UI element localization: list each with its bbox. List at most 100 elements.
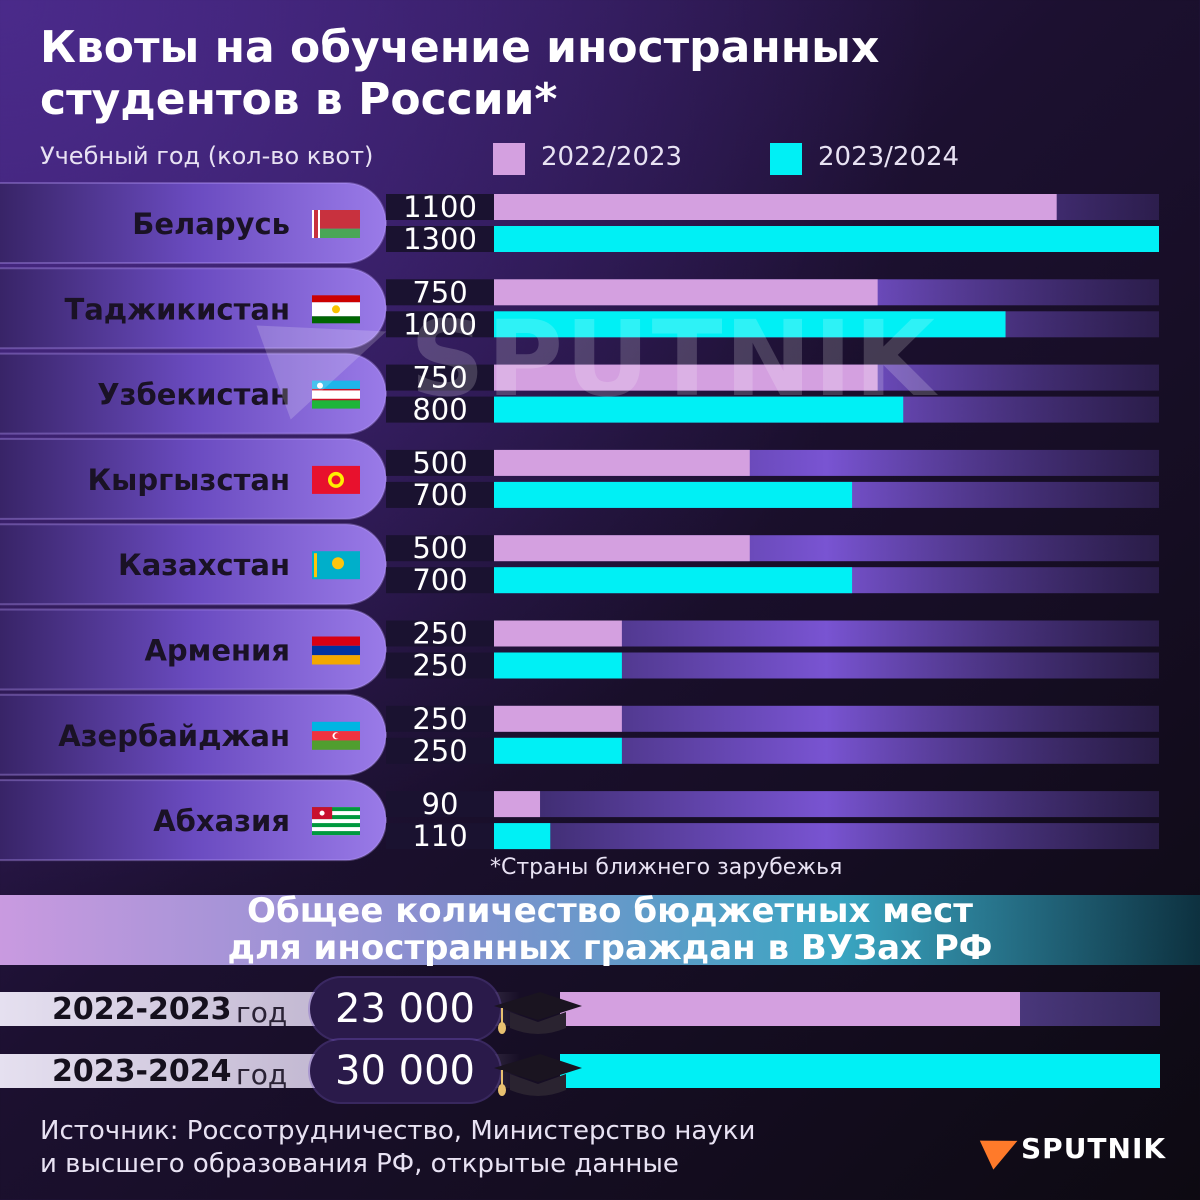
data-label: 700 <box>412 478 467 512</box>
value-label-backdrop <box>386 226 496 252</box>
total-year-label: 2023-2024 <box>52 1054 232 1089</box>
value-label-backdrop <box>386 194 496 220</box>
flag-part <box>312 740 360 750</box>
value-label-backdrop <box>386 567 496 594</box>
flag-part <box>312 398 360 401</box>
graduation-cap-icon <box>494 992 582 1034</box>
bar-2022-2023-3 <box>494 364 878 391</box>
legend-swatch-2023 <box>770 143 802 175</box>
source-note: Источник: Россотрудничество, Министерств… <box>40 1115 755 1181</box>
flag-part <box>312 831 360 836</box>
flag-part <box>312 823 360 828</box>
bar-2023-2024-5 <box>494 567 853 594</box>
bar-2022-2023-8 <box>494 791 541 818</box>
flag-part <box>312 316 360 324</box>
source-line-1: Источник: Россотрудничество, Министерств… <box>40 1116 756 1146</box>
bar-track <box>494 791 1159 818</box>
data-label: 110 <box>412 819 467 853</box>
flag-part <box>317 382 323 389</box>
data-label: 1000 <box>403 307 477 341</box>
bar-2023-2024-4 <box>494 481 853 508</box>
total-row-2022-2023: 2022-2023 год 23 000 <box>0 978 1200 1040</box>
flag-part <box>312 210 360 229</box>
armenia-flag-icon <box>312 636 360 665</box>
flag-part <box>312 295 360 303</box>
azerbaijan-flag-icon <box>312 721 360 750</box>
country-pill <box>0 608 387 691</box>
bar-2023-2024-1 <box>494 226 1159 252</box>
data-label: 750 <box>412 275 467 309</box>
country-label: Кыргызстан <box>87 463 290 497</box>
footnote: *Страны ближнего зарубежья <box>490 855 843 880</box>
country-label: Азербайджан <box>58 719 290 753</box>
total-year-label: 2022-2023 <box>52 992 232 1027</box>
bar-2022-2023-6 <box>494 620 622 647</box>
flag-part <box>331 475 341 485</box>
country-label: Абхазия <box>153 804 290 838</box>
bar-2022-2023-7 <box>494 705 622 732</box>
country-pill <box>0 693 387 776</box>
graduation-cap-icon <box>494 1054 582 1096</box>
flag-part <box>312 388 360 391</box>
legend-label-2023: 2023/2024 <box>818 142 960 172</box>
flag-part <box>312 815 360 820</box>
kazakhstan-flag-icon <box>312 551 360 580</box>
bar-2023-2024-8 <box>494 823 551 850</box>
total-bar-2022-2023 <box>560 992 1020 1026</box>
bar-2022-2023-1 <box>494 194 1057 220</box>
source-line-2: и высшего образования РФ, открытые данны… <box>40 1149 679 1179</box>
country-label: Беларусь <box>132 207 290 241</box>
country-pill <box>0 352 387 435</box>
flag-part <box>312 380 360 390</box>
uzbekistan-flag-icon <box>312 380 360 409</box>
country-pill <box>0 267 387 350</box>
total-year-suffix: год <box>236 1058 288 1091</box>
legend-label-2022: 2022/2023 <box>541 142 683 172</box>
flag-part <box>312 807 360 812</box>
data-label: 1300 <box>403 222 477 256</box>
data-label: 500 <box>412 531 467 565</box>
value-label-backdrop <box>386 449 496 476</box>
flag-part <box>312 228 360 238</box>
flag-part <box>332 305 340 314</box>
flag-part <box>312 636 360 646</box>
chart-title-line-1: Квоты на обучение иностранных <box>40 22 880 73</box>
sputnik-logo-arrow-icon <box>979 1126 1025 1170</box>
flag-part <box>332 557 344 570</box>
flag-part <box>312 389 360 400</box>
totals-title-band <box>0 895 1200 965</box>
data-label: 250 <box>412 702 467 736</box>
country-label: Армения <box>144 634 290 668</box>
totals-title-line-2: для иностранных граждан в ВУЗах РФ <box>227 928 993 968</box>
bar-2023-2024-3 <box>494 396 904 423</box>
bar-2023-2024-7 <box>494 737 622 764</box>
value-label-backdrop <box>386 705 496 732</box>
value-label-backdrop <box>386 481 496 508</box>
data-label: 90 <box>422 787 459 821</box>
data-label: 750 <box>412 361 467 395</box>
flag-part <box>312 645 360 656</box>
sputnik-logo: SPUTNIK <box>979 1126 1175 1170</box>
sputnik-logo-text: SPUTNIK <box>1021 1132 1167 1165</box>
data-label: 500 <box>412 446 467 480</box>
totals-title: Общее количество бюджетных мест для инос… <box>0 893 1200 967</box>
value-label-backdrop <box>386 791 496 818</box>
country-pill <box>0 182 387 264</box>
legend-swatch-2022 <box>493 143 525 175</box>
value-label-backdrop <box>386 279 496 306</box>
data-label: 250 <box>412 649 467 683</box>
value-label-backdrop <box>386 737 496 764</box>
legend-caption: Учебный год (кол-во квот) <box>40 142 374 170</box>
country-label: Таджикистан <box>64 292 290 326</box>
value-label-backdrop <box>386 620 496 647</box>
value-label-backdrop <box>386 823 496 850</box>
flag-part <box>334 733 341 739</box>
tajikistan-flag-icon <box>312 295 360 324</box>
data-label: 700 <box>412 563 467 597</box>
